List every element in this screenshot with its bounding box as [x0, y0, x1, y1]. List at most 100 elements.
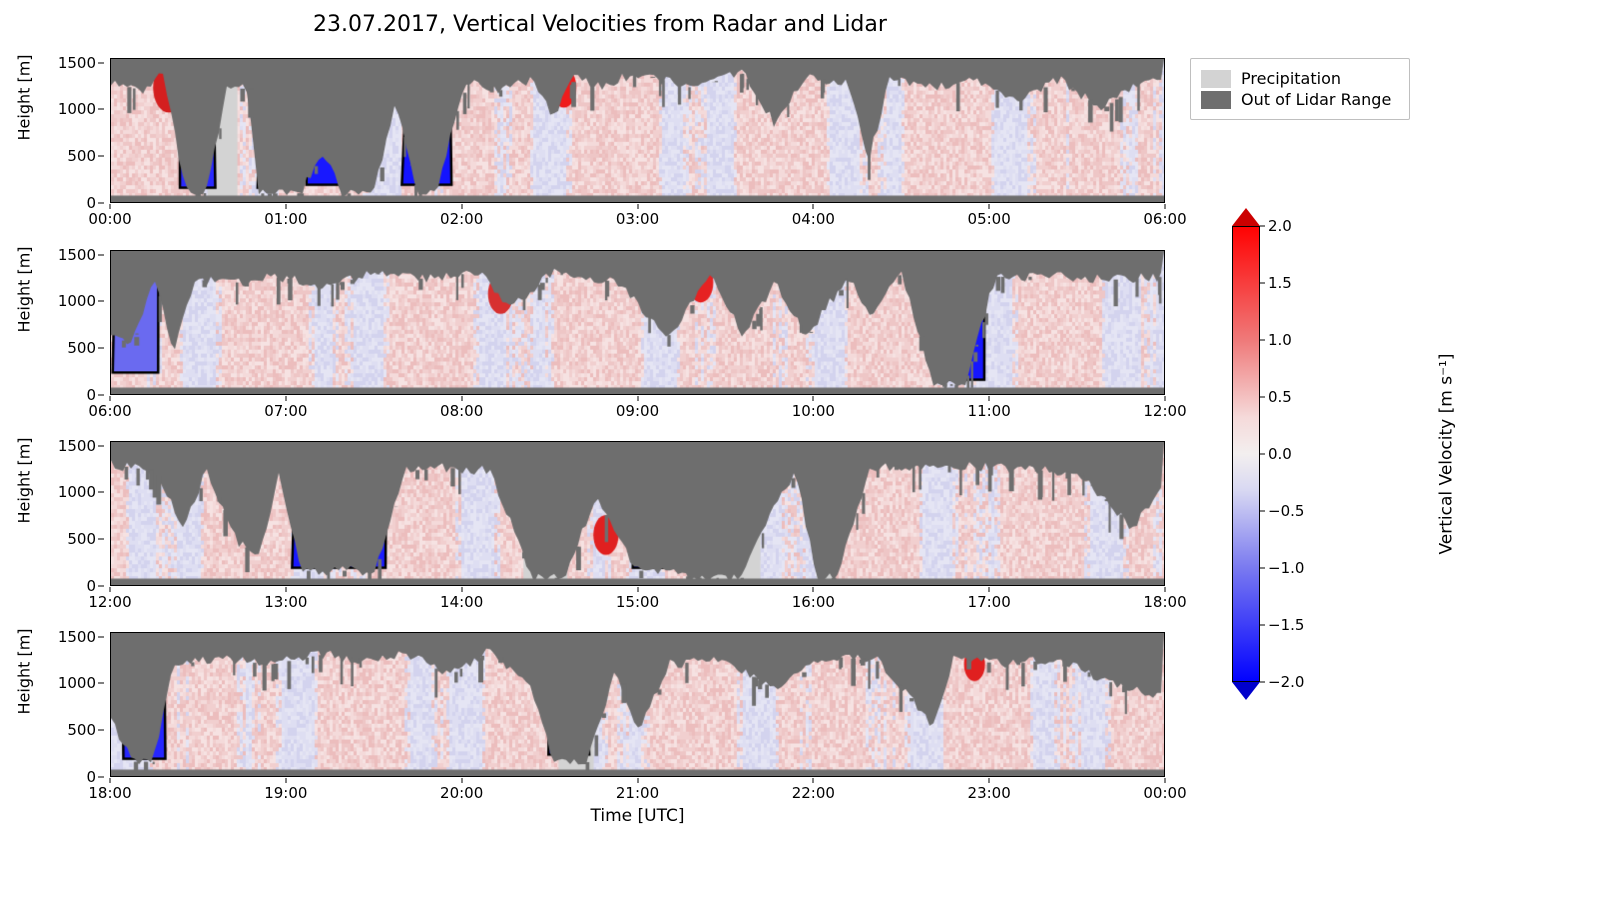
x-ticklabel: 04:00	[792, 210, 835, 228]
y-ticklabel: 500	[67, 339, 96, 357]
heatmap-canvas	[111, 633, 1164, 776]
x-ticklabel: 11:00	[968, 402, 1011, 420]
y-tickmark	[98, 445, 104, 446]
y-ticklabel: 1000	[58, 674, 96, 692]
x-ticklabel: 20:00	[440, 784, 483, 802]
legend-label: Precipitation	[1241, 69, 1341, 88]
heatmap-panel	[110, 441, 1165, 586]
y-tickmark	[98, 586, 104, 587]
x-ticklabel: 02:00	[440, 210, 483, 228]
x-ticks: 18:0019:0020:0021:0022:0023:0000:00	[110, 778, 1165, 806]
colorbar-extend-bottom	[1232, 682, 1260, 700]
x-ticklabel: 21:00	[616, 784, 659, 802]
y-ticklabel: 500	[67, 147, 96, 165]
x-ticklabel: 07:00	[264, 402, 307, 420]
x-tickmark	[285, 587, 286, 592]
colorbar-tickmark	[1260, 511, 1265, 512]
x-ticklabel: 03:00	[616, 210, 659, 228]
x-ticklabel: 06:00	[88, 402, 131, 420]
legend-item: Out of Lidar Range	[1201, 90, 1399, 109]
colorbar-tickmark	[1260, 340, 1265, 341]
x-tickmark	[989, 778, 990, 783]
colorbar-ticklabel: −0.5	[1268, 502, 1304, 520]
colorbar-gradient	[1232, 226, 1260, 682]
y-tickmark	[98, 683, 104, 684]
colorbar-extend-top	[1232, 208, 1260, 226]
y-ticklabel: 500	[67, 530, 96, 548]
x-tickmark	[110, 587, 111, 592]
colorbar-ticklabel: 1.5	[1268, 274, 1292, 292]
y-ticks: 050010001500	[56, 250, 104, 395]
x-ticklabel: 13:00	[264, 593, 307, 611]
heatmap-panel	[110, 250, 1165, 395]
y-ticklabel: 1000	[58, 292, 96, 310]
y-tickmark	[98, 301, 104, 302]
x-ticklabel: 17:00	[968, 593, 1011, 611]
x-tickmark	[110, 778, 111, 783]
x-tickmark	[637, 587, 638, 592]
x-tickmark	[461, 778, 462, 783]
x-ticks: 12:0013:0014:0015:0016:0017:0018:00	[110, 587, 1165, 615]
x-tickmark	[1165, 396, 1166, 401]
y-ticks: 050010001500	[56, 632, 104, 777]
x-tickmark	[813, 778, 814, 783]
x-tickmark	[110, 204, 111, 209]
y-tickmark	[98, 539, 104, 540]
y-tickmark	[98, 203, 104, 204]
legend-swatch-outofrange	[1201, 91, 1231, 109]
x-tickmark	[285, 778, 286, 783]
colorbar-label: Vertical Velocity [m s⁻¹]	[1437, 353, 1457, 554]
colorbar-tickmark	[1260, 682, 1265, 683]
colorbar-ticklabel: 0.0	[1268, 445, 1292, 463]
x-ticklabel: 19:00	[264, 784, 307, 802]
colorbar-ticklabel: −2.0	[1268, 673, 1304, 691]
colorbar-tickmark	[1260, 454, 1265, 455]
colorbar-ticklabel: −1.5	[1268, 616, 1304, 634]
x-tickmark	[637, 778, 638, 783]
x-ticklabel: 06:00	[1143, 210, 1186, 228]
x-tickmark	[813, 396, 814, 401]
colorbar-ticklabel: −1.0	[1268, 559, 1304, 577]
x-ticklabel: 16:00	[792, 593, 835, 611]
x-tickmark	[461, 587, 462, 592]
colorbar-tickmark	[1260, 568, 1265, 569]
colorbar-tickmark	[1260, 226, 1265, 227]
x-ticks: 00:0001:0002:0003:0004:0005:0006:00	[110, 204, 1165, 232]
y-ticklabel: 1000	[58, 100, 96, 118]
x-ticklabel: 14:00	[440, 593, 483, 611]
x-ticklabel: 15:00	[616, 593, 659, 611]
y-ticklabel: 500	[67, 721, 96, 739]
x-tickmark	[1165, 204, 1166, 209]
x-tickmark	[989, 587, 990, 592]
y-tickmark	[98, 492, 104, 493]
y-ticklabel: 1500	[58, 628, 96, 646]
y-tickmark	[98, 109, 104, 110]
x-ticklabel: 23:00	[968, 784, 1011, 802]
legend-label: Out of Lidar Range	[1241, 90, 1391, 109]
colorbar-tickmark	[1260, 397, 1265, 398]
x-tickmark	[1165, 778, 1166, 783]
x-tickmark	[813, 204, 814, 209]
colorbar: −2.0−1.5−1.0−0.50.00.51.01.52.0 Vertical…	[1232, 208, 1372, 700]
x-tickmark	[813, 587, 814, 592]
heatmap-panel	[110, 632, 1165, 777]
x-tickmark	[285, 396, 286, 401]
y-ticklabel: 1500	[58, 437, 96, 455]
y-tickmark	[98, 636, 104, 637]
y-axis-label: Height [m]	[15, 503, 34, 523]
y-ticks: 050010001500	[56, 441, 104, 586]
x-ticklabel: 18:00	[1143, 593, 1186, 611]
colorbar-tickmark	[1260, 625, 1265, 626]
y-tickmark	[98, 348, 104, 349]
x-tickmark	[1165, 587, 1166, 592]
heatmap-canvas	[111, 251, 1164, 394]
figure-title: 23.07.2017, Vertical Velocities from Rad…	[0, 12, 1200, 37]
x-ticklabel: 10:00	[792, 402, 835, 420]
x-ticklabel: 12:00	[88, 593, 131, 611]
y-tickmark	[98, 156, 104, 157]
x-ticklabel: 22:00	[792, 784, 835, 802]
x-ticklabel: 00:00	[88, 210, 131, 228]
x-axis-label: Time [UTC]	[110, 806, 1165, 826]
y-ticks: 050010001500	[56, 58, 104, 203]
x-tickmark	[989, 396, 990, 401]
